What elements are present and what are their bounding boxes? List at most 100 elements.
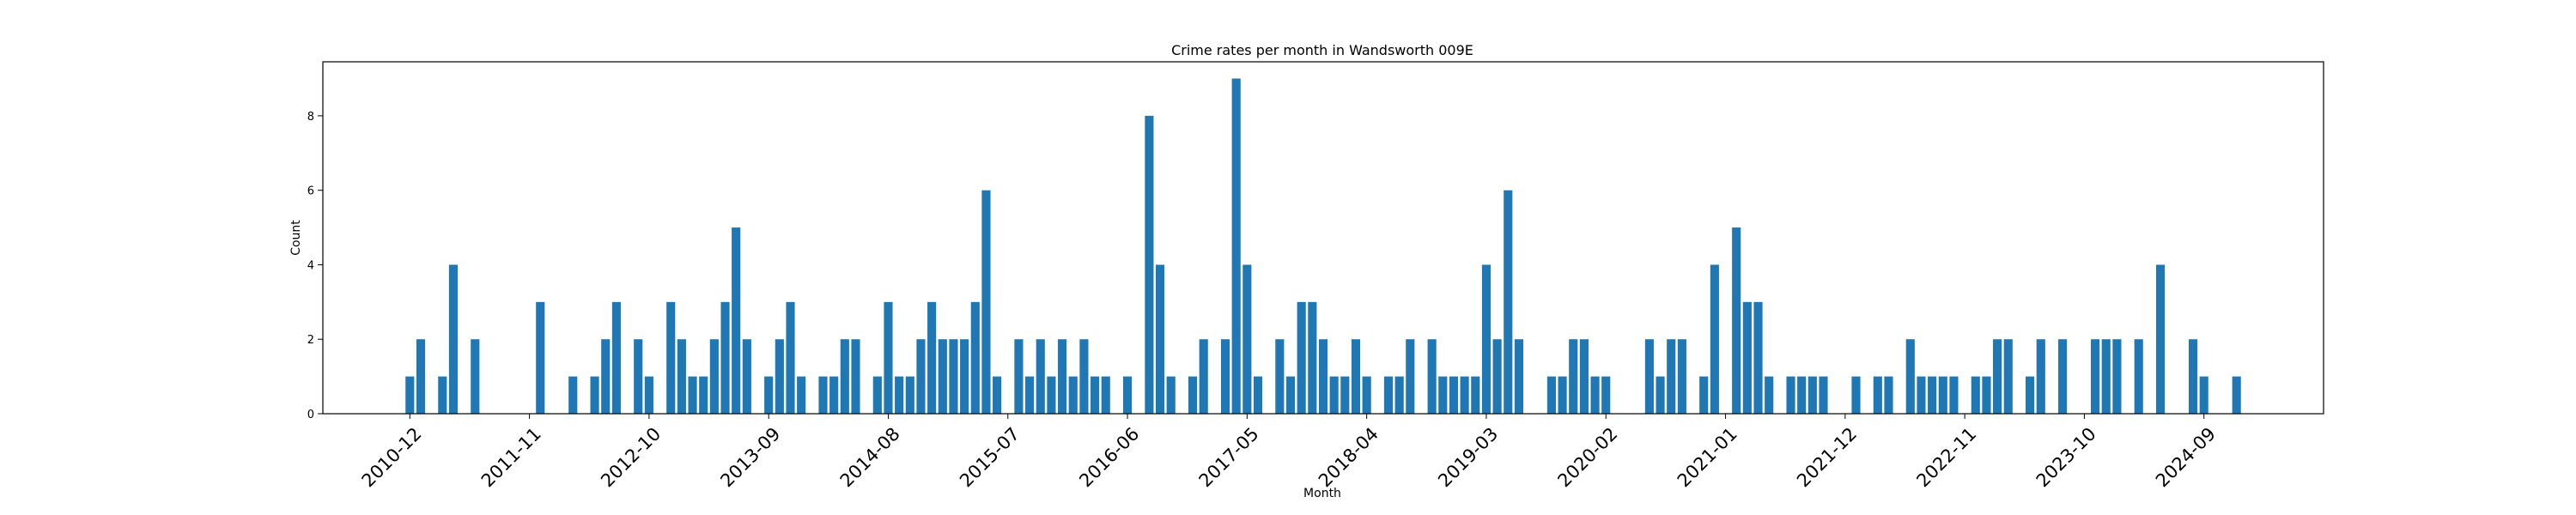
bar	[1797, 376, 1807, 414]
bar	[720, 301, 730, 414]
bar	[1884, 376, 1893, 414]
bar	[1569, 339, 1578, 414]
bar	[786, 301, 795, 414]
bar	[1905, 339, 1915, 414]
bar	[568, 376, 578, 414]
bar	[416, 339, 426, 414]
bar	[1438, 376, 1448, 414]
bar	[1275, 339, 1285, 414]
bar	[1145, 115, 1154, 414]
bar	[1220, 339, 1230, 414]
bar	[1742, 301, 1752, 414]
bar	[1710, 264, 1719, 414]
bar	[960, 339, 969, 414]
bar	[1579, 339, 1589, 414]
bar	[611, 301, 621, 414]
bar	[2199, 376, 2208, 414]
bar	[1644, 339, 1654, 414]
bar	[1819, 376, 1828, 414]
bar	[2232, 376, 2241, 414]
bar	[1101, 376, 1110, 414]
plot-area-frame	[322, 61, 2324, 415]
bar	[1656, 376, 1665, 414]
bar	[471, 339, 480, 414]
y-axis-label: Count	[289, 220, 303, 256]
bar	[2036, 339, 2045, 414]
bar-series	[405, 78, 2241, 415]
bar	[1590, 376, 1600, 414]
bar	[2188, 339, 2198, 414]
bar	[1481, 264, 1492, 414]
bar	[970, 301, 980, 414]
bar	[2091, 339, 2100, 414]
bar	[1492, 339, 1502, 414]
x-tick-label: 2010-12	[358, 423, 426, 491]
x-tick-label: 2012-10	[597, 423, 665, 491]
bar	[818, 376, 828, 414]
bar	[1079, 339, 1089, 414]
x-tick-label: 2023-10	[2032, 423, 2100, 491]
bar	[872, 376, 882, 414]
bar	[1460, 376, 1469, 414]
bar	[1188, 376, 1198, 414]
bar	[1231, 78, 1241, 415]
bar	[1058, 339, 1067, 414]
bar	[1938, 376, 1947, 414]
bar	[2058, 339, 2068, 414]
bar	[1982, 376, 1991, 414]
bar	[1427, 339, 1437, 414]
bar	[688, 376, 697, 414]
bar	[1036, 339, 1045, 414]
bar	[1677, 339, 1686, 414]
bar	[1406, 339, 1415, 414]
bar	[742, 339, 751, 414]
y-axis: 0 2 4 6 8	[307, 111, 323, 421]
x-tick-label: 2020-02	[1554, 423, 1622, 491]
bar	[1318, 339, 1328, 414]
bar	[1514, 339, 1523, 414]
bar	[2101, 339, 2111, 414]
bar	[438, 376, 447, 414]
bar	[1667, 339, 1676, 414]
bar	[829, 376, 839, 414]
bar	[949, 339, 958, 414]
bar	[1786, 376, 1795, 414]
bar	[1546, 376, 1556, 414]
bar	[938, 339, 947, 414]
bar	[1449, 376, 1459, 414]
x-tick-label: 2011-11	[477, 423, 545, 491]
bar	[1047, 376, 1056, 414]
bar	[1253, 376, 1263, 414]
bar	[601, 339, 611, 414]
bar	[2134, 339, 2143, 414]
bar	[916, 339, 926, 414]
bar	[1297, 301, 1306, 414]
bar	[666, 301, 676, 414]
bar	[1504, 190, 1513, 414]
bar	[2112, 339, 2122, 414]
y-tick-label: 6	[307, 185, 314, 198]
bar	[1362, 376, 1371, 414]
bar	[1091, 376, 1100, 414]
bar	[1471, 376, 1480, 414]
bar	[1949, 376, 1959, 414]
bar	[590, 376, 599, 414]
bar	[2003, 339, 2013, 414]
bar	[775, 339, 784, 414]
bar	[1601, 376, 1611, 414]
bar	[851, 339, 860, 414]
y-tick-label: 8	[307, 111, 314, 124]
bar	[732, 227, 741, 414]
x-tick-label: 2018-04	[1315, 423, 1382, 491]
x-tick-label: 2015-07	[956, 423, 1024, 491]
x-axis: 2010-12 2011-11 2012-10 2013-09 2014-08 2015-…	[358, 414, 2220, 491]
bar	[1166, 376, 1176, 414]
bar	[536, 301, 545, 414]
y-tick-label: 0	[307, 409, 314, 421]
bar	[797, 376, 806, 414]
bar	[1242, 264, 1252, 414]
bar	[1340, 376, 1350, 414]
bar	[709, 339, 719, 414]
bar	[1329, 376, 1339, 414]
bar	[1025, 376, 1035, 414]
